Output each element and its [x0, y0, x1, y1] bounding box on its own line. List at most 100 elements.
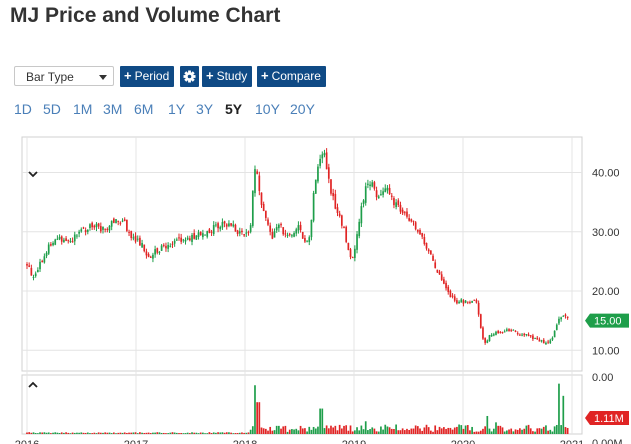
- volume-bar: [45, 432, 48, 434]
- price-candle: [123, 219, 126, 221]
- price-candle: [260, 192, 263, 205]
- volume-bar: [536, 428, 539, 434]
- volume-bar: [208, 432, 211, 434]
- current-price-label: 15.00: [594, 316, 622, 328]
- price-candle: [529, 335, 532, 337]
- volume-bar: [54, 432, 57, 434]
- volume-bar: [538, 428, 541, 434]
- volume-bar: [447, 427, 450, 434]
- price-candle: [245, 232, 248, 234]
- volume-bar: [304, 428, 306, 434]
- volume-bar: [91, 433, 93, 434]
- period-1d[interactable]: 1D: [14, 101, 32, 117]
- chevron-up-icon[interactable]: [28, 381, 38, 388]
- volume-bar: [282, 426, 285, 434]
- volume-bar: [262, 428, 265, 434]
- volume-bar: [210, 433, 213, 434]
- price-candle: [241, 230, 243, 233]
- volume-bar: [479, 430, 482, 434]
- period-1y[interactable]: 1Y: [168, 101, 186, 117]
- volume-bar: [50, 433, 52, 434]
- volume-bar: [362, 429, 365, 434]
- period-3y[interactable]: 3Y: [196, 101, 214, 117]
- price-candle: [275, 227, 278, 231]
- price-candle: [503, 331, 506, 333]
- volume-bar: [542, 426, 545, 434]
- volume-bar: [312, 426, 315, 434]
- volume-bar: [275, 425, 278, 434]
- volume-bar: [456, 426, 458, 434]
- period-5y[interactable]: 5Y: [225, 101, 243, 117]
- volume-bar: [314, 428, 317, 434]
- compare-button[interactable]: + Compare: [257, 66, 326, 87]
- volume-bar: [384, 424, 387, 434]
- time-tick-label: 2021: [560, 439, 584, 444]
- time-tick-label: 2016: [15, 439, 39, 444]
- period-3m[interactable]: 3M: [103, 101, 123, 117]
- price-candle: [456, 300, 458, 304]
- volume-bar: [295, 428, 298, 434]
- price-candle: [228, 223, 230, 227]
- volume-bar: [147, 432, 150, 434]
- volume-bar: [564, 427, 567, 434]
- price-candle: [278, 224, 280, 229]
- period-1m[interactable]: 1M: [73, 101, 93, 117]
- price-candle: [43, 256, 46, 263]
- volume-bar: [492, 428, 495, 434]
- price-candle: [238, 231, 241, 234]
- volume-bar: [358, 430, 361, 434]
- volume-bar: [37, 433, 39, 434]
- compare-button-label: Compare: [271, 69, 321, 83]
- chart-type-value: Bar Type: [26, 70, 74, 84]
- volume-bar: [451, 429, 454, 434]
- price-candle: [182, 239, 185, 241]
- volume-bar: [354, 430, 356, 434]
- chart-type-select[interactable]: Bar Type: [14, 66, 114, 86]
- price-candle: [152, 254, 154, 259]
- volume-bar: [236, 433, 239, 434]
- volume-bar: [28, 432, 31, 434]
- period-5d[interactable]: 5D: [43, 101, 61, 117]
- period-20y[interactable]: 20Y: [290, 101, 315, 117]
- price-candle: [314, 179, 317, 194]
- price-candle: [193, 233, 196, 239]
- price-candle: [317, 166, 319, 182]
- price-candle: [301, 232, 304, 239]
- volume-bar: [241, 432, 243, 434]
- volume-bar: [332, 427, 335, 434]
- price-candle: [158, 251, 161, 253]
- price-candle: [180, 237, 183, 242]
- volume-bar: [486, 415, 489, 434]
- price-candle: [536, 337, 539, 340]
- volume-bar: [245, 432, 248, 434]
- price-candle: [373, 182, 376, 189]
- volume-bar: [152, 432, 154, 434]
- period-button[interactable]: + Period: [120, 66, 175, 87]
- chevron-down-icon[interactable]: [28, 171, 38, 178]
- study-button[interactable]: + Study: [202, 66, 253, 87]
- volume-bar: [566, 427, 569, 434]
- price-candle: [221, 222, 224, 228]
- price-candle: [566, 316, 569, 319]
- price-candle: [343, 227, 345, 229]
- price-candle: [367, 183, 369, 185]
- volume-bar: [284, 425, 287, 434]
- price-candle: [360, 206, 363, 224]
- price-candle: [243, 234, 245, 236]
- settings-button[interactable]: [180, 66, 199, 87]
- price-candle: [443, 279, 445, 284]
- price-candle: [160, 245, 163, 251]
- period-6m[interactable]: 6M: [134, 101, 154, 117]
- price-candle: [340, 215, 343, 226]
- volume-bar: [523, 428, 526, 434]
- volume-bar: [562, 395, 565, 434]
- volume-bar: [228, 432, 230, 434]
- price-candle: [115, 219, 117, 224]
- price-candle: [247, 231, 250, 233]
- price-candle: [139, 237, 141, 246]
- price-candle: [186, 237, 189, 240]
- period-10y[interactable]: 10Y: [255, 101, 280, 117]
- volume-bar: [297, 430, 300, 434]
- volume-bar: [99, 432, 102, 434]
- price-candle: [423, 237, 426, 244]
